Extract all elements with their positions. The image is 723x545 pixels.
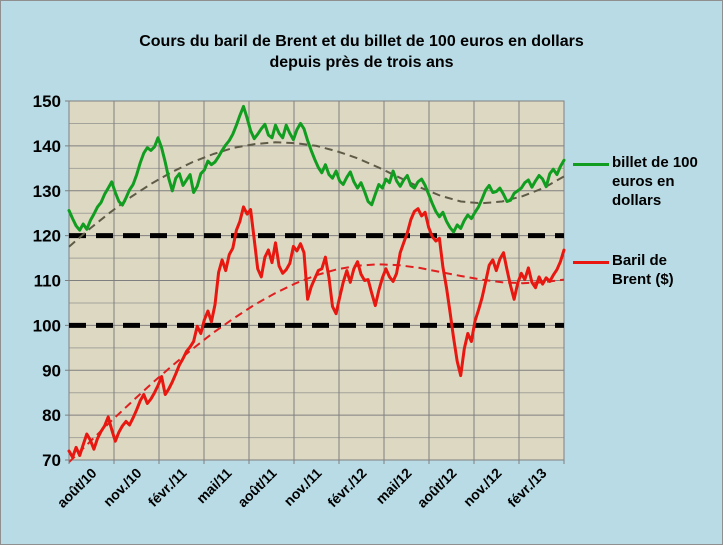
y-tick-label: 130 xyxy=(33,182,61,201)
legend-line-red-icon xyxy=(573,261,609,264)
x-tick-label: mai/11 xyxy=(193,465,235,507)
chart-title-line1: Cours du baril de Brent et du billet de … xyxy=(139,33,584,50)
y-tick-label: 100 xyxy=(33,316,61,335)
y-tick-label: 120 xyxy=(33,227,61,246)
x-tick-label: févr./13 xyxy=(504,465,550,511)
x-tick-label: août/10 xyxy=(54,465,100,511)
legend-label-brent: Baril de Brent ($) xyxy=(612,252,674,288)
legend-line-green-icon xyxy=(573,163,609,166)
x-tick-label: févr./12 xyxy=(324,465,370,511)
x-tick-label: août/11 xyxy=(234,465,280,511)
x-tick-label: nov./10 xyxy=(100,465,145,510)
x-tick-label: août/12 xyxy=(414,465,460,511)
series-line-brent xyxy=(67,205,566,459)
y-tick-label: 70 xyxy=(42,451,61,470)
y-tick-label: 80 xyxy=(42,406,61,425)
chart-title-line2: depuis près de trois ans xyxy=(269,54,454,71)
y-tick-label: 90 xyxy=(42,361,61,380)
chart-title: Cours du baril de Brent et du billet de … xyxy=(1,31,722,73)
trend-line-green xyxy=(68,141,565,248)
x-tick-label: nov./12 xyxy=(460,465,505,510)
y-tick-label: 110 xyxy=(34,272,61,291)
legend-label-billet: billet de 100 euros en dollars xyxy=(612,154,698,209)
y-tick-label: 150 xyxy=(33,92,61,111)
series-line-billet xyxy=(67,104,566,234)
x-tick-label: mai/12 xyxy=(372,465,414,507)
x-tick-label: févr./11 xyxy=(145,465,190,510)
x-tick-label: nov./11 xyxy=(280,465,324,509)
y-tick-label: 140 xyxy=(33,137,61,156)
